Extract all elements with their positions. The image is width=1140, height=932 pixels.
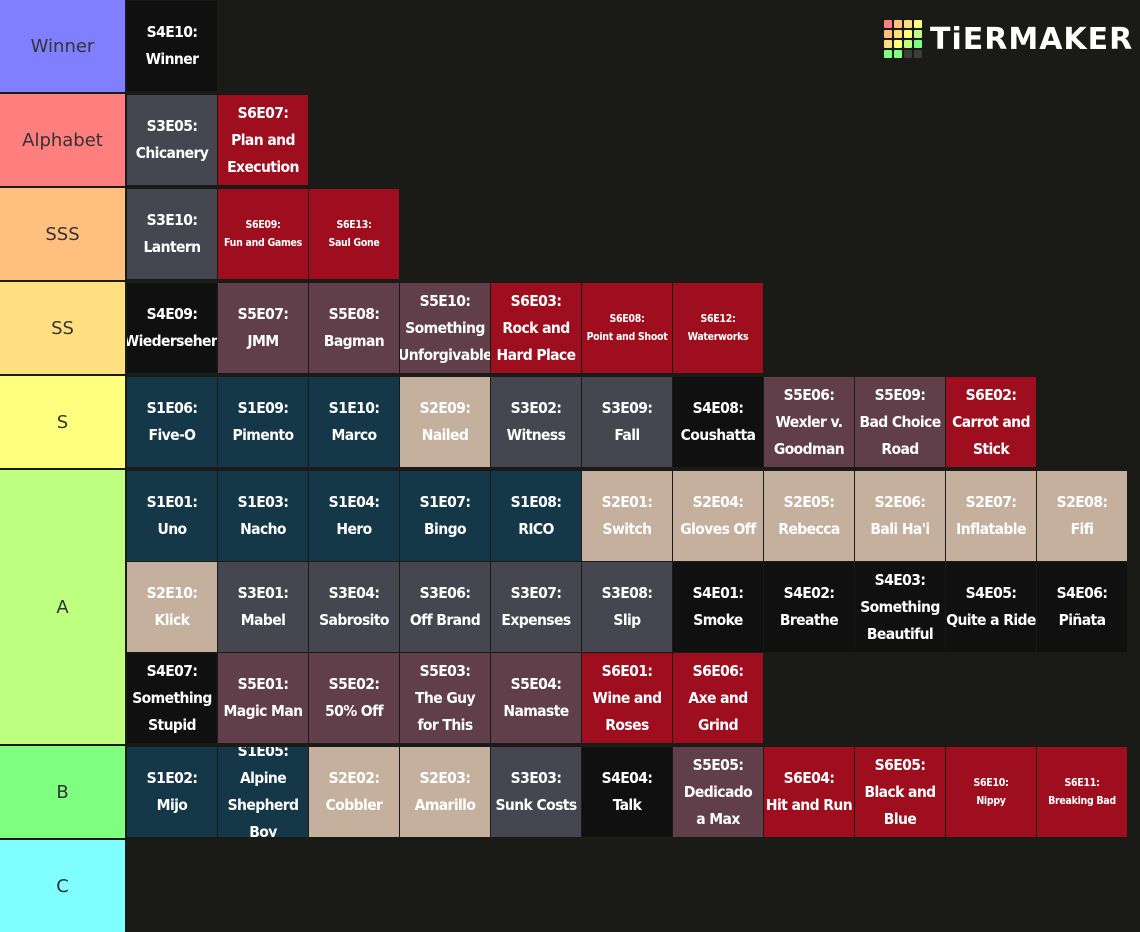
- episode-tile[interactable]: S4E09: Wiedersehen: [127, 283, 217, 373]
- tiermaker-logo[interactable]: TiERMAKER: [884, 20, 1133, 58]
- logo-text: TiERMAKER: [930, 21, 1134, 57]
- episode-tile[interactable]: S6E02: Carrot and Stick: [946, 377, 1036, 467]
- episode-tile[interactable]: S5E07: JMM: [218, 283, 308, 373]
- episode-tile[interactable]: S6E06: Axe and Grind: [673, 653, 763, 743]
- episode-tile[interactable]: S6E12: Waterworks: [673, 283, 763, 373]
- episode-tile[interactable]: S3E05: Chicanery: [127, 95, 217, 185]
- episode-tile[interactable]: S2E06: Bali Ha'i: [855, 471, 945, 561]
- episode-tile[interactable]: S5E01: Magic Man: [218, 653, 308, 743]
- episode-tile[interactable]: S6E13: Saul Gone: [309, 189, 399, 279]
- episode-tile[interactable]: S1E10: Marco: [309, 377, 399, 467]
- episode-tile[interactable]: S6E10: Nippy: [946, 747, 1036, 837]
- episode-tile[interactable]: S2E01: Switch: [582, 471, 672, 561]
- tier-label[interactable]: C: [0, 840, 125, 932]
- episode-tile[interactable]: S1E05: Alpine Shepherd Boy: [218, 747, 308, 837]
- episode-tile[interactable]: S1E04: Hero: [309, 471, 399, 561]
- episode-tile[interactable]: S3E04: Sabrosito: [309, 562, 399, 652]
- episode-tile[interactable]: S6E05: Black and Blue: [855, 747, 945, 837]
- episode-tile[interactable]: S1E01: Uno: [127, 471, 217, 561]
- tier-label[interactable]: B: [0, 746, 125, 838]
- episode-tile[interactable]: S1E07: Bingo: [400, 471, 490, 561]
- tier-row-ss: SS S4E09: Wiedersehen S5E07: JMM S5E08: Bag…: [0, 282, 1140, 374]
- tier-label[interactable]: S: [0, 376, 125, 468]
- episode-tile[interactable]: S5E09: Bad Choice Road: [855, 377, 945, 467]
- episode-tile[interactable]: S6E03: Rock and Hard Place: [491, 283, 581, 373]
- tier-label[interactable]: Winner: [0, 0, 125, 92]
- episode-tile[interactable]: S4E01: Smoke: [673, 562, 763, 652]
- episode-tile[interactable]: S4E03: Something Beautiful: [855, 562, 945, 652]
- episode-tile[interactable]: S2E02: Cobbler: [309, 747, 399, 837]
- episode-tile[interactable]: S2E03: Amarillo: [400, 747, 490, 837]
- logo-grid-icon: [884, 20, 922, 58]
- episode-tile[interactable]: S4E08: Coushatta: [673, 377, 763, 467]
- episode-tile[interactable]: S4E10: Winner: [127, 1, 217, 91]
- episode-tile[interactable]: S3E02: Witness: [491, 377, 581, 467]
- episode-tile[interactable]: S4E07: Something Stupid: [127, 653, 217, 743]
- tier-label[interactable]: A: [0, 470, 125, 744]
- episode-tile[interactable]: S2E05: Rebecca: [764, 471, 854, 561]
- episode-tile[interactable]: S6E04: Hit and Run: [764, 747, 854, 837]
- episode-tile[interactable]: S3E09: Fall: [582, 377, 672, 467]
- tier-label[interactable]: SSS: [0, 188, 125, 280]
- episode-tile[interactable]: S3E07: Expenses: [491, 562, 581, 652]
- episode-tile[interactable]: S1E03: Nacho: [218, 471, 308, 561]
- episode-tile[interactable]: S6E07: Plan and Execution: [218, 95, 308, 185]
- episode-tile[interactable]: S4E04: Talk: [582, 747, 672, 837]
- episode-tile[interactable]: S2E07: Inflatable: [946, 471, 1036, 561]
- episode-tile[interactable]: S5E06: Wexler v. Goodman: [764, 377, 854, 467]
- episode-tile[interactable]: S6E09: Fun and Games: [218, 189, 308, 279]
- episode-tile[interactable]: S3E06: Off Brand: [400, 562, 490, 652]
- tier-row-winner: Winner S4E10: Winner: [0, 0, 1140, 92]
- episode-tile[interactable]: S5E05: Dedicado a Max: [673, 747, 763, 837]
- episode-tile[interactable]: S5E03: The Guy for This: [400, 653, 490, 743]
- tier-row-b: B S1E02: Mijo S1E05: Alpine Shepherd Boy S2…: [0, 746, 1140, 838]
- episode-tile[interactable]: S5E10: Something Unforgivable: [400, 283, 490, 373]
- episode-tile[interactable]: S5E02: 50% Off: [309, 653, 399, 743]
- episode-tile[interactable]: S5E08: Bagman: [309, 283, 399, 373]
- tier-row-alphabet: Alphabet S3E05: Chicanery S6E07: Plan and …: [0, 94, 1140, 186]
- episode-tile[interactable]: S4E05: Quite a Ride: [946, 562, 1036, 652]
- episode-tile[interactable]: S2E04: Gloves Off: [673, 471, 763, 561]
- episode-tile[interactable]: S1E08: RICO: [491, 471, 581, 561]
- episode-tile[interactable]: S3E01: Mabel: [218, 562, 308, 652]
- tier-row-c: C: [0, 840, 1140, 932]
- episode-tile[interactable]: S1E06: Five-O: [127, 377, 217, 467]
- episode-tile[interactable]: S6E01: Wine and Roses: [582, 653, 672, 743]
- tier-label[interactable]: Alphabet: [0, 94, 125, 186]
- episode-tile[interactable]: S2E10: Klick: [127, 562, 217, 652]
- episode-tile[interactable]: S3E03: Sunk Costs: [491, 747, 581, 837]
- tier-label[interactable]: SS: [0, 282, 125, 374]
- episode-tile[interactable]: S4E06: Piñata: [1037, 562, 1127, 652]
- episode-tile[interactable]: S6E08: Point and Shoot: [582, 283, 672, 373]
- tier-row-sss: SSS S3E10: Lantern S6E09: Fun and Games S6E…: [0, 188, 1140, 280]
- episode-tile[interactable]: S2E08: Fifi: [1037, 471, 1127, 561]
- episode-tile[interactable]: S5E04: Namaste: [491, 653, 581, 743]
- tier-row-s: S S1E06: Five-O S1E09: Pimento S1E10: Marco…: [0, 376, 1140, 468]
- episode-tile[interactable]: S1E09: Pimento: [218, 377, 308, 467]
- episode-tile[interactable]: S1E02: Mijo: [127, 747, 217, 837]
- episode-tile[interactable]: S3E08: Slip: [582, 562, 672, 652]
- episode-tile[interactable]: S2E09: Nailed: [400, 377, 490, 467]
- episode-tile[interactable]: S4E02: Breathe: [764, 562, 854, 652]
- episode-tile[interactable]: S3E10: Lantern: [127, 189, 217, 279]
- episode-tile[interactable]: S6E11: Breaking Bad: [1037, 747, 1127, 837]
- tier-row-a: A S1E01: Uno S1E03: Nacho S1E04: Hero S1E07:…: [0, 470, 1140, 744]
